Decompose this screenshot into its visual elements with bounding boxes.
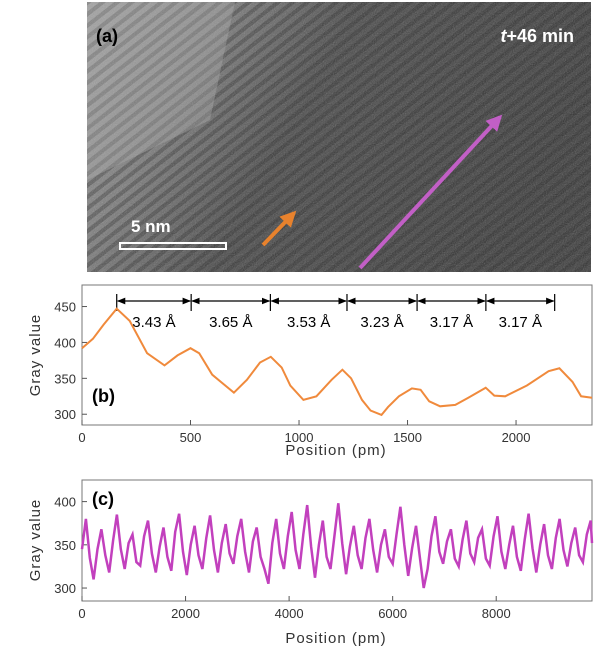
chart-c-xtick-label: 8000 — [482, 606, 511, 621]
chart-b-xtick-label: 2000 — [502, 430, 531, 445]
orange-arrow — [261, 210, 297, 247]
time-label-rest: +46 min — [506, 26, 574, 46]
chart-b-xtick-label: 0 — [78, 430, 85, 445]
spacing-label: 3.17 Å — [499, 314, 542, 331]
scale-bar — [119, 242, 227, 250]
chart-c-xtick-label: 4000 — [275, 606, 304, 621]
tem-image-panel: (a) t+46 min 5 nm — [87, 2, 591, 272]
spacing-label: 3.43 Å — [132, 314, 175, 331]
spacing-annotations: 3.43 Å 3.65 Å 3.53 Å 3.23 Å 3.17 Å 3.17 Å — [116, 294, 556, 331]
time-label-t: t — [500, 26, 507, 46]
orange-profile-line — [81, 307, 593, 417]
chart-c-ytick-label: 350 — [54, 538, 76, 553]
chart-b-frame — [81, 284, 593, 426]
spacing-label: 3.17 Å — [430, 314, 473, 331]
chart-c-ytick-label: 300 — [54, 581, 76, 596]
chart-b-xtick-label: 1500 — [393, 430, 422, 445]
chart-c-xtick-label: 2000 — [171, 606, 200, 621]
chart-c-xlabel: Position (pm) — [285, 630, 386, 647]
chart-b-ytick-label: 400 — [54, 335, 76, 350]
chart-b-ytick-label: 350 — [54, 371, 76, 386]
spacing-label: 3.65 Å — [209, 314, 252, 331]
chart-b-xtick-label: 1000 — [285, 430, 314, 445]
panel-a-label: (a) — [96, 26, 118, 46]
panel-c-label: (c) — [92, 489, 114, 509]
chart-c-ylabel: Gray value — [27, 499, 44, 582]
chart-b-xlabel: Position (pm) — [285, 442, 386, 459]
scale-bar-label: 5 nm — [131, 217, 171, 236]
image-grain — [87, 2, 591, 272]
chart-c-xtick-label: 0 — [78, 606, 85, 621]
chart-b-ticks: 0 500 1000 1500 2000 300 350 400 450 — [54, 300, 530, 445]
magenta-profile-line — [80, 503, 594, 589]
chart-c-ytick-label: 400 — [54, 495, 76, 510]
spacing-label: 3.23 Å — [360, 314, 403, 331]
amorphous-region — [87, 2, 235, 180]
panel-b-label: (b) — [92, 386, 115, 406]
chart-b-ytick-label: 300 — [54, 407, 76, 422]
chart-b-ytick-label: 450 — [54, 300, 76, 315]
chart-b: Gray value Position (pm) (b) 0 500 1000 150… — [27, 284, 593, 459]
chart-c-ticks: 0 2000 4000 6000 8000 300 350 400 — [54, 495, 510, 621]
chart-b-xtick-label: 500 — [180, 430, 202, 445]
time-label: t+46 min — [500, 26, 574, 46]
chart-c-xtick-label: 6000 — [378, 606, 407, 621]
chart-c: Gray value Position (pm) (c) 0 2000 4000 60… — [27, 479, 594, 647]
magenta-arrow — [358, 114, 503, 270]
chart-b-ylabel: Gray value — [27, 314, 44, 397]
spacing-label: 3.53 Å — [287, 314, 330, 331]
